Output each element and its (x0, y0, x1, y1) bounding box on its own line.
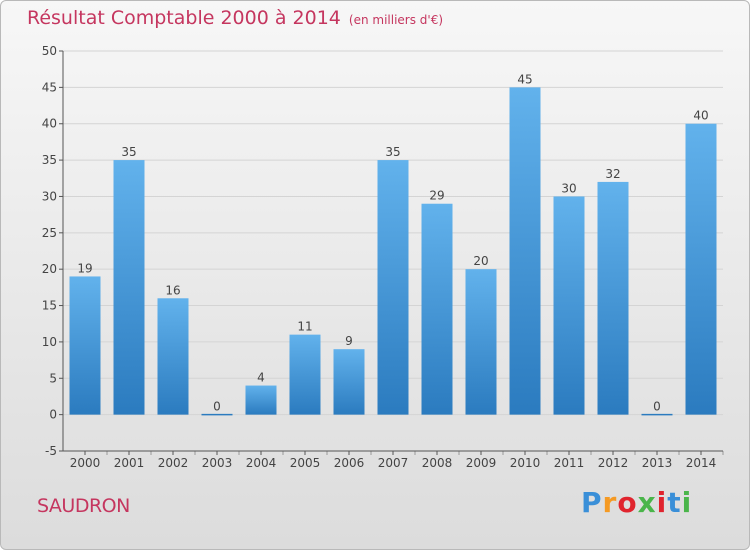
data-label: 11 (297, 320, 312, 334)
x-tick-label: 2009 (466, 456, 497, 470)
bar (685, 123, 717, 415)
bar (157, 298, 189, 415)
x-tick-label: 2005 (290, 456, 321, 470)
data-label: 30 (561, 181, 576, 195)
x-tick-label: 2012 (598, 456, 629, 470)
x-tick-label: 2006 (334, 456, 365, 470)
y-tick-label: 20 (42, 262, 57, 276)
bar (465, 269, 497, 415)
y-tick-label: 50 (42, 44, 57, 58)
bar (421, 203, 453, 415)
x-tick-label: 2004 (246, 456, 277, 470)
data-label: 0 (653, 400, 661, 414)
y-tick-label: 40 (42, 117, 57, 131)
bar (509, 87, 541, 415)
bar (69, 276, 101, 415)
data-label: 35 (121, 145, 136, 159)
y-tick-label: 15 (42, 299, 57, 313)
data-label: 4 (257, 371, 265, 385)
data-label: 19 (77, 261, 92, 275)
data-label: 0 (213, 400, 221, 414)
bar (289, 334, 321, 415)
data-label: 35 (385, 145, 400, 159)
town-name: SAUDRON (37, 495, 130, 517)
label-layer: 19 35 16 0 4 11 9 35 29 20 45 30 32 0 40 (77, 72, 708, 413)
x-tick-label: 2010 (510, 456, 541, 470)
chart-subtitle: (en milliers d'€) (348, 13, 444, 27)
y-tick-label: 10 (42, 335, 57, 349)
y-tick-label: 5 (49, 371, 57, 385)
x-tick-label: 2011 (554, 456, 585, 470)
x-tick-label: 2000 (70, 456, 101, 470)
y-tick-label: -5 (45, 444, 57, 458)
bar (113, 160, 145, 415)
proxiti-logo: Proxiti (581, 486, 693, 519)
x-tick-label: 2003 (202, 456, 233, 470)
x-tick-label: 2007 (378, 456, 409, 470)
data-label: 20 (473, 254, 488, 268)
data-label: 16 (165, 283, 180, 297)
data-label: 32 (605, 167, 620, 181)
y-tick-label: 30 (42, 189, 57, 203)
bar (597, 181, 629, 415)
data-label: 9 (345, 334, 353, 348)
title-text: Résultat Comptable 2000 à 2014 (27, 7, 341, 29)
x-tick-label: 2013 (642, 456, 673, 470)
bar (333, 349, 365, 415)
data-label: 40 (693, 109, 708, 123)
x-tick-label: 2001 (114, 456, 145, 470)
bar (553, 196, 585, 415)
x-tick-label: 2002 (158, 456, 189, 470)
x-tick-label: 2014 (686, 456, 717, 470)
y-tick-label: 25 (42, 226, 57, 240)
y-tick-label: 45 (42, 80, 57, 94)
y-tick-label: 35 (42, 153, 57, 167)
bar-layer (69, 87, 717, 416)
data-label: 29 (429, 189, 444, 203)
chart-title: Résultat Comptable 2000 à 2014 (en millie… (27, 7, 443, 29)
x-tick-label: 2008 (422, 456, 453, 470)
data-label: 45 (517, 72, 532, 86)
y-tick-label: 0 (49, 408, 57, 422)
bar (245, 385, 277, 415)
bar (377, 160, 409, 415)
